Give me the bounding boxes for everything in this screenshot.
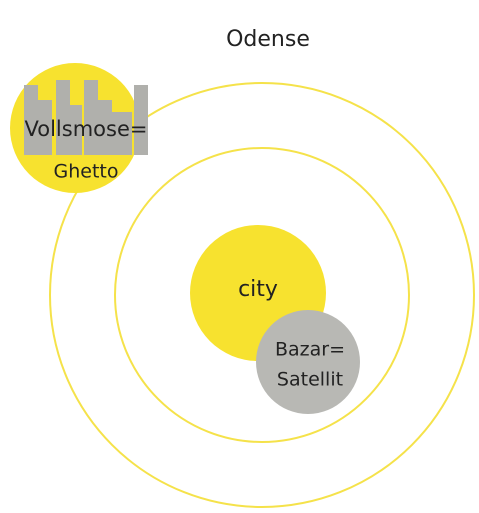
node-label: Bazar= — [275, 339, 345, 361]
building-silhouette — [24, 80, 148, 155]
inner-ring — [114, 147, 410, 443]
node-label: Ghetto — [54, 161, 119, 183]
node-label: Satellit — [277, 369, 343, 391]
node-label: city — [238, 277, 278, 302]
outer-ring — [49, 82, 475, 508]
node-label: Vollsmose= — [25, 117, 148, 141]
title: Odense — [226, 27, 310, 52]
bazar-circle — [256, 310, 360, 414]
